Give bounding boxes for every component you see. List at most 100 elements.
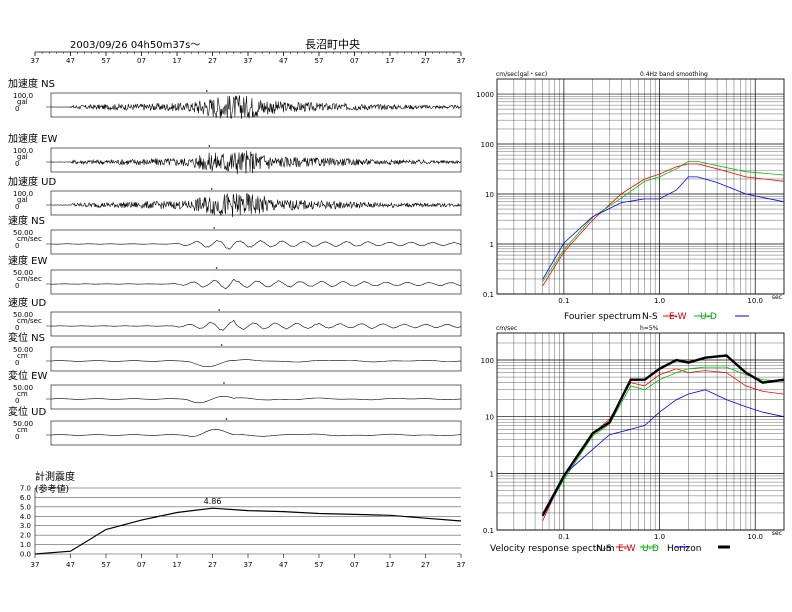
trace-scale: 50.00 [13,229,33,237]
time-tick-label: 07 [350,57,359,65]
trace-zero: 0 [15,397,19,405]
intensity-tick-label: 2.0 [20,532,31,540]
intensity-time-label: 27 [421,561,430,569]
trace-title: 変位 UD [8,405,46,418]
fourier-series-ew [542,161,785,283]
trace-unit: cm/sec [17,275,42,283]
trace-title: 速度 EW [8,254,47,267]
trace-zero: 0 [15,433,19,441]
trace-frame [50,229,462,255]
intensity-time-label: 47 [66,561,75,569]
trace-frame [50,384,462,410]
intensity-time-label: 27 [208,561,217,569]
fourier-legend-ud: U-D [700,312,717,322]
velocity-series-horizon [541,354,785,517]
fourier-legend: Fourier spectrum N-S E-W U-D [564,312,749,322]
intensity-time-label: 17 [173,561,182,569]
intensity-time-label: 47 [279,561,288,569]
trace-waveform [50,396,462,404]
fourier-legend-ns: N-S [642,312,658,322]
fourier-y-tick-label: 0.1 [483,291,494,299]
trace-waveform [50,150,462,175]
trace-peak-marker [206,90,208,92]
time-tick-label: 27 [208,57,217,65]
trace-waveform [50,359,461,367]
trace-zero: 0 [15,242,19,250]
record-datetime: 2003/09/26 04h50m37s～ [70,40,200,51]
trace-waveform [51,278,462,289]
trace-frame [50,190,462,216]
fourier-series-ud [542,176,785,280]
trace-unit: cm [17,352,28,360]
trace-unit: gal [17,153,28,161]
intensity-subtitle: (参考値) [35,483,69,495]
trace-peak-marker [215,267,218,269]
trace-frame [50,269,462,295]
trace-peak-marker [225,418,228,420]
trace-scale: 100.0 [13,190,33,198]
trace-title: 加速度 EW [8,132,57,145]
velocity-series-ew [542,366,785,517]
velocity-note: h=5% [640,325,659,332]
trace-title: 加速度 UD [8,175,56,188]
fourier-y-tick-label: 10 [485,191,494,199]
trace-zero: 0 [15,105,19,113]
fourier-y-unit: cm/sec(gal・sec) [496,71,547,78]
intensity-tick-label: 4.0 [20,513,31,521]
time-tick-label: 57 [102,57,111,65]
trace-zero: 0 [15,160,19,168]
trace-peak-marker [210,188,213,190]
trace-zero: 0 [15,359,19,367]
intensity-tick-label: 6.0 [20,494,31,502]
trace-scale: 50.00 [13,311,33,319]
trace-title: 変位 NS [8,331,45,344]
trace-zero: 0 [15,203,19,211]
intensity-time-label: 57 [315,561,324,569]
time-tick-label: 17 [386,57,395,65]
time-tick-label: 27 [421,57,430,65]
intensity-time-label: 17 [386,561,395,569]
velocity-legend: Velocity response spectrum N-S E-W U-D H… [490,544,730,554]
fourier-frame [496,78,785,295]
velocity-x-tick-label: 1.0 [654,533,665,541]
intensity-tick-label: 0.0 [20,551,31,559]
intensity-time-label: 57 [102,561,111,569]
time-tick-label: 07 [137,57,146,65]
trace-unit: cm [17,390,28,398]
intensity-time-label: 07 [137,561,146,569]
velocity-legend-ew: E-W [618,544,636,554]
intensity-title: 計測震度 [35,470,75,483]
intensity-panel: 計測震度 (参考値) 7.06.05.04.03.02.01.00.037 47 5… [20,470,466,569]
time-axis-top: 37 47 57 07 17 27 37 47 57 07 17 27 37 [31,51,466,65]
trace-title: 加速度 NS [8,77,55,90]
velocity-y-tick-label: 100 [481,357,494,365]
intensity-tick-label: 1.0 [20,541,31,549]
trace-waveform [50,193,462,218]
intensity-tick-label: 5.0 [20,503,31,511]
velocity-y-tick-label: 0.1 [483,527,494,535]
trace-peak-marker [223,382,225,384]
trace-zero: 0 [15,282,19,290]
fourier-y-tick-label: 1000 [476,91,494,99]
trace-title: 変位 EW [8,369,47,382]
trace-scale: 100.0 [13,147,33,155]
trace-frame [50,311,462,337]
fourier-x-tick-label: 1.0 [654,297,665,305]
trace-scale: 50.00 [13,384,33,392]
trace-scale: 50.00 [13,269,33,277]
velocity-legend-ns: N-S [596,544,612,554]
intensity-time-label: 37 [31,561,40,569]
trace-unit: cm/sec [17,317,42,325]
trace-unit: gal [17,196,28,204]
time-tick-label: 37 [457,57,466,65]
trace-peak-marker [213,227,215,229]
time-tick-label: 37 [244,57,253,65]
trace-frame [50,346,462,372]
trace-peak-marker [218,309,220,311]
trace-peak-marker [220,344,223,346]
fourier-y-tick-label: 100 [481,141,494,149]
trace-unit: cm [17,426,28,434]
fourier-x-tick-label: 0.1 [558,297,569,305]
